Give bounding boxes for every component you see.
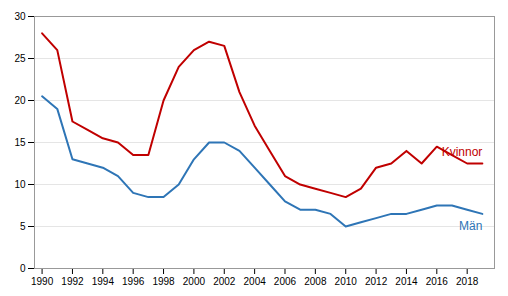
- svg-text:1996: 1996: [122, 276, 145, 287]
- svg-text:15: 15: [14, 137, 26, 148]
- svg-text:25: 25: [14, 53, 26, 64]
- svg-text:10: 10: [14, 179, 26, 190]
- svg-text:2004: 2004: [244, 276, 267, 287]
- svg-text:2012: 2012: [365, 276, 388, 287]
- svg-text:1990: 1990: [31, 276, 54, 287]
- svg-text:2000: 2000: [183, 276, 206, 287]
- svg-text:Kvinnor: Kvinnor: [442, 145, 483, 159]
- svg-text:1994: 1994: [92, 276, 115, 287]
- svg-text:2014: 2014: [395, 276, 418, 287]
- svg-text:5: 5: [20, 221, 26, 232]
- svg-text:2018: 2018: [456, 276, 479, 287]
- svg-text:1992: 1992: [61, 276, 84, 287]
- svg-text:2008: 2008: [304, 276, 327, 287]
- svg-text:2006: 2006: [274, 276, 297, 287]
- svg-text:2002: 2002: [213, 276, 236, 287]
- svg-text:20: 20: [14, 95, 26, 106]
- svg-text:2010: 2010: [335, 276, 358, 287]
- svg-text:30: 30: [14, 11, 26, 22]
- svg-text:2016: 2016: [426, 276, 449, 287]
- svg-text:0: 0: [20, 263, 26, 274]
- svg-text:1998: 1998: [152, 276, 175, 287]
- svg-text:Män: Män: [459, 219, 482, 233]
